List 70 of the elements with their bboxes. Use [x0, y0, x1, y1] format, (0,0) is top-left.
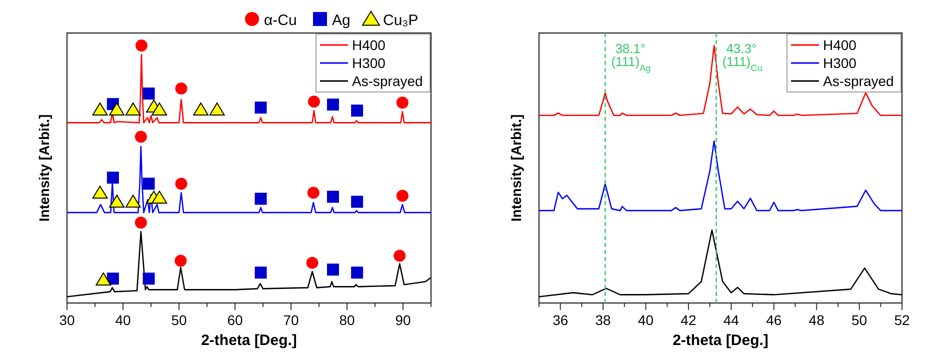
x-tick-label: 52: [894, 312, 910, 328]
legend-label: Cu₃P: [383, 12, 418, 29]
legend-label: H300: [352, 55, 386, 71]
point: [175, 178, 188, 190]
legend-label: As-sprayed: [352, 73, 423, 89]
point: [327, 264, 339, 276]
x-tick-label: 30: [59, 312, 75, 328]
point: [351, 104, 364, 117]
point: [142, 88, 155, 100]
point: [142, 178, 155, 190]
x-axis-title: 2-theta [Deg.]: [201, 332, 297, 349]
point: [106, 172, 119, 184]
x-tick-label: 42: [680, 312, 696, 328]
x-tick-label: 40: [638, 312, 654, 328]
point: [351, 266, 364, 279]
x-tick-label: 48: [808, 312, 825, 328]
point: [135, 40, 148, 52]
point: [209, 102, 225, 116]
legend-label: H400: [352, 37, 386, 53]
x-tick-label: 46: [766, 312, 782, 328]
point: [92, 102, 108, 116]
point: [109, 194, 125, 208]
point: [327, 190, 339, 203]
x-tick-label: 50: [852, 312, 868, 328]
y-axis-title: Intensity [Arbit.]: [508, 114, 524, 222]
point: [394, 250, 406, 262]
point: [125, 194, 141, 208]
point: [307, 186, 320, 199]
x-tick-label: 80: [339, 312, 355, 328]
point: [308, 96, 320, 108]
point: [92, 186, 108, 199]
x-tick-label: 36: [552, 312, 568, 328]
point: [142, 272, 155, 285]
x-axis-title: 2-theta [Deg.]: [672, 332, 768, 349]
point: [109, 102, 125, 116]
ref-line-label: 38.1°: [615, 41, 646, 56]
x-tick-label: 70: [283, 312, 299, 328]
point: [396, 190, 408, 202]
legend-label: H300: [823, 55, 857, 71]
point: [351, 196, 364, 208]
point: [152, 190, 168, 204]
x-tick-label: 50: [171, 312, 187, 328]
x-tick-label: 90: [395, 312, 411, 328]
y-axis-title: Intensity [Arbit.]: [36, 114, 52, 222]
point: [174, 254, 187, 267]
legend-label: H400: [823, 37, 857, 53]
point: [175, 82, 188, 95]
point: [327, 98, 339, 111]
point: [152, 102, 168, 116]
x-tick-label: 60: [227, 312, 243, 328]
ref-line-label: 43.3°: [726, 41, 757, 56]
point: [106, 272, 119, 285]
legend-label: α-Cu: [264, 12, 297, 29]
legend-label: Ag: [332, 12, 350, 29]
x-tick-label: 40: [115, 312, 131, 328]
point: [134, 216, 147, 229]
point: [396, 96, 408, 109]
point: [96, 272, 112, 286]
point: [125, 102, 141, 116]
annotation: (111)$_{Ag}$: [611, 54, 651, 74]
point: [134, 130, 147, 143]
point: [306, 256, 318, 269]
x-tick-label: 38: [595, 312, 612, 328]
point: [254, 266, 267, 279]
legend-label: As-sprayed: [823, 73, 894, 89]
point: [254, 102, 267, 114]
x-tick-label: 44: [723, 312, 740, 328]
point: [254, 192, 267, 205]
annotation: (111)$_{Cu}$: [722, 54, 762, 74]
point: [193, 102, 209, 116]
